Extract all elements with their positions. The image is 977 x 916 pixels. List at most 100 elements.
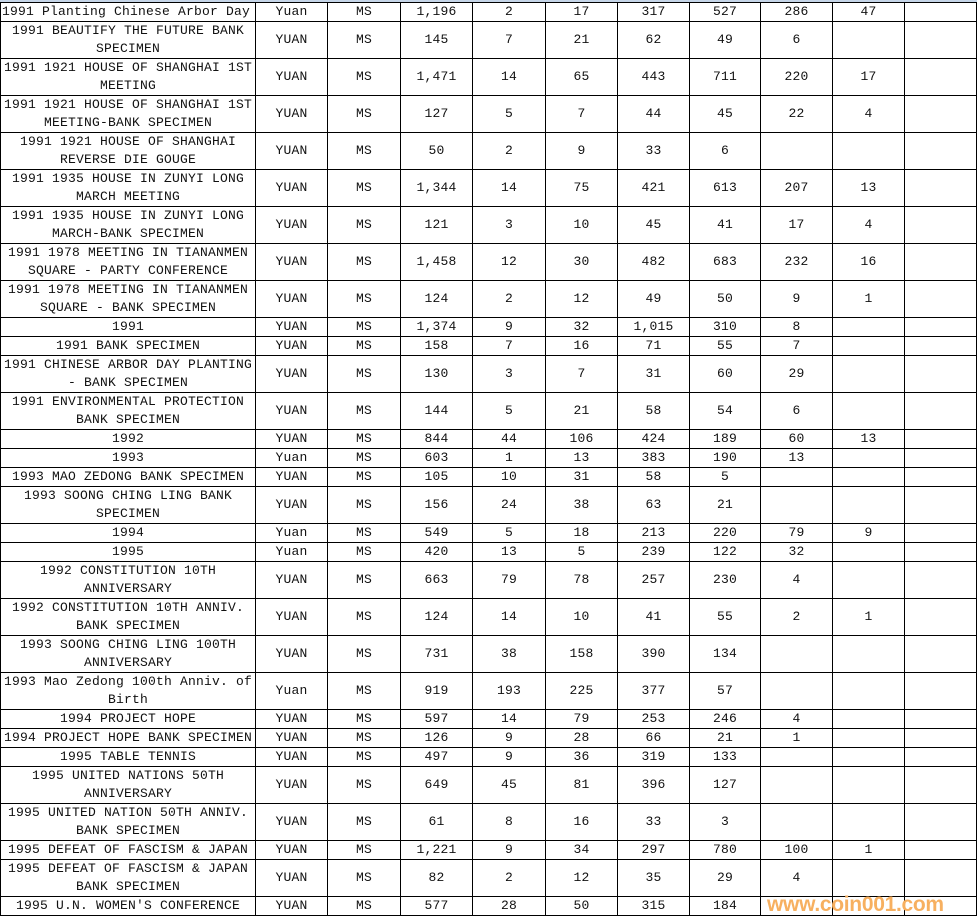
cell-total[interactable]: 1,344	[400, 169, 473, 207]
cell-col-6[interactable]: 79	[545, 709, 618, 729]
cell-col-10[interactable]	[832, 542, 905, 562]
cell-coin-name[interactable]: 1995	[0, 542, 256, 562]
cell-col-8[interactable]: 45	[689, 95, 761, 133]
cell-col-9[interactable]: 79	[760, 523, 833, 543]
cell-col-10[interactable]	[832, 747, 905, 767]
cell-grade[interactable]: MS	[327, 206, 401, 244]
cell-col-7[interactable]: 315	[617, 896, 690, 916]
cell-col-7[interactable]: 239	[617, 542, 690, 562]
cell-col-5[interactable]: 2	[472, 2, 546, 22]
cell-col-8[interactable]: 246	[689, 709, 761, 729]
cell-col-7[interactable]: 421	[617, 169, 690, 207]
cell-col-6[interactable]: 225	[545, 672, 618, 710]
cell-grade[interactable]: MS	[327, 766, 401, 804]
cell-col-5[interactable]: 44	[472, 429, 546, 449]
cell-col-7[interactable]: 396	[617, 766, 690, 804]
cell-grade[interactable]: MS	[327, 896, 401, 916]
cell-col-7[interactable]: 213	[617, 523, 690, 543]
cell-total[interactable]: 1,196	[400, 2, 473, 22]
cell-col-9[interactable]	[760, 486, 833, 524]
cell-total[interactable]: 1,221	[400, 840, 473, 860]
cell-col-9[interactable]: 4	[760, 859, 833, 897]
cell-col-8[interactable]: 55	[689, 336, 761, 356]
cell-col-8[interactable]: 60	[689, 355, 761, 393]
cell-col-6[interactable]: 16	[545, 336, 618, 356]
cell-col-11[interactable]	[904, 523, 977, 543]
cell-total[interactable]: 124	[400, 280, 473, 318]
cell-coin-name[interactable]: 1995 DEFEAT OF FASCISM & JAPAN	[0, 840, 256, 860]
cell-col-10[interactable]	[832, 336, 905, 356]
cell-col-6[interactable]: 31	[545, 467, 618, 487]
cell-col-9[interactable]: www.coin001.com	[760, 894, 944, 916]
cell-col-7[interactable]: 33	[617, 132, 690, 170]
cell-col-5[interactable]: 13	[472, 542, 546, 562]
cell-col-8[interactable]: 21	[689, 728, 761, 748]
cell-col-10[interactable]: 47	[832, 2, 905, 22]
cell-col-5[interactable]: 14	[472, 58, 546, 96]
cell-currency[interactable]: YUAN	[255, 467, 328, 487]
cell-col-10[interactable]: 16	[832, 243, 905, 281]
cell-col-5[interactable]: 9	[472, 317, 546, 337]
cell-col-7[interactable]: 33	[617, 803, 690, 841]
cell-col-10[interactable]	[832, 709, 905, 729]
cell-coin-name[interactable]: 1991 1921 HOUSE OF SHANGHAI 1ST MEETING-…	[0, 95, 256, 133]
cell-total[interactable]: 1,458	[400, 243, 473, 281]
cell-col-11[interactable]	[904, 336, 977, 356]
cell-total[interactable]: 549	[400, 523, 473, 543]
cell-total[interactable]: 121	[400, 206, 473, 244]
cell-col-9[interactable]	[760, 766, 833, 804]
cell-col-7[interactable]: 443	[617, 58, 690, 96]
cell-col-5[interactable]: 8	[472, 803, 546, 841]
cell-col-8[interactable]: 613	[689, 169, 761, 207]
cell-total[interactable]: 82	[400, 859, 473, 897]
cell-currency[interactable]: Yuan	[255, 542, 328, 562]
cell-grade[interactable]: MS	[327, 280, 401, 318]
cell-col-7[interactable]: 424	[617, 429, 690, 449]
cell-col-10[interactable]: 13	[832, 169, 905, 207]
cell-total[interactable]: 144	[400, 392, 473, 430]
cell-col-11[interactable]	[904, 672, 977, 710]
cell-currency[interactable]: Yuan	[255, 523, 328, 543]
cell-grade[interactable]: MS	[327, 840, 401, 860]
cell-grade[interactable]: MS	[327, 728, 401, 748]
cell-col-5[interactable]: 193	[472, 672, 546, 710]
cell-col-8[interactable]: 6	[689, 132, 761, 170]
cell-coin-name[interactable]: 1993	[0, 448, 256, 468]
cell-coin-name[interactable]: 1991 1921 HOUSE OF SHANGHAI REVERSE DIE …	[0, 132, 256, 170]
cell-coin-name[interactable]: 1991 BANK SPECIMEN	[0, 336, 256, 356]
cell-total[interactable]: 130	[400, 355, 473, 393]
cell-col-11[interactable]	[904, 840, 977, 860]
cell-col-6[interactable]: 32	[545, 317, 618, 337]
cell-col-9[interactable]	[760, 467, 833, 487]
cell-col-5[interactable]: 9	[472, 728, 546, 748]
cell-col-6[interactable]: 7	[545, 355, 618, 393]
cell-currency[interactable]: YUAN	[255, 896, 328, 916]
cell-col-10[interactable]	[832, 448, 905, 468]
cell-col-8[interactable]: 683	[689, 243, 761, 281]
cell-col-11[interactable]	[904, 803, 977, 841]
cell-col-6[interactable]: 21	[545, 21, 618, 59]
cell-col-9[interactable]: 32	[760, 542, 833, 562]
cell-col-9[interactable]	[760, 132, 833, 170]
cell-grade[interactable]: MS	[327, 429, 401, 449]
cell-col-6[interactable]: 28	[545, 728, 618, 748]
cell-col-8[interactable]: 49	[689, 21, 761, 59]
cell-col-8[interactable]: 711	[689, 58, 761, 96]
cell-col-5[interactable]: 9	[472, 840, 546, 860]
cell-col-10[interactable]	[832, 728, 905, 748]
cell-total[interactable]: 156	[400, 486, 473, 524]
cell-grade[interactable]: MS	[327, 95, 401, 133]
cell-col-11[interactable]	[904, 280, 977, 318]
cell-col-9[interactable]: 6	[760, 21, 833, 59]
cell-total[interactable]: 50	[400, 132, 473, 170]
cell-col-11[interactable]	[904, 747, 977, 767]
cell-col-9[interactable]: 7	[760, 336, 833, 356]
cell-col-10[interactable]: 1	[832, 598, 905, 636]
cell-grade[interactable]: MS	[327, 58, 401, 96]
cell-col-10[interactable]	[832, 132, 905, 170]
cell-col-9[interactable]	[760, 747, 833, 767]
cell-col-8[interactable]: 55	[689, 598, 761, 636]
cell-col-5[interactable]: 5	[472, 392, 546, 430]
cell-coin-name[interactable]: 1995 DEFEAT OF FASCISM & JAPAN BANK SPEC…	[0, 859, 256, 897]
cell-col-11[interactable]	[904, 598, 977, 636]
